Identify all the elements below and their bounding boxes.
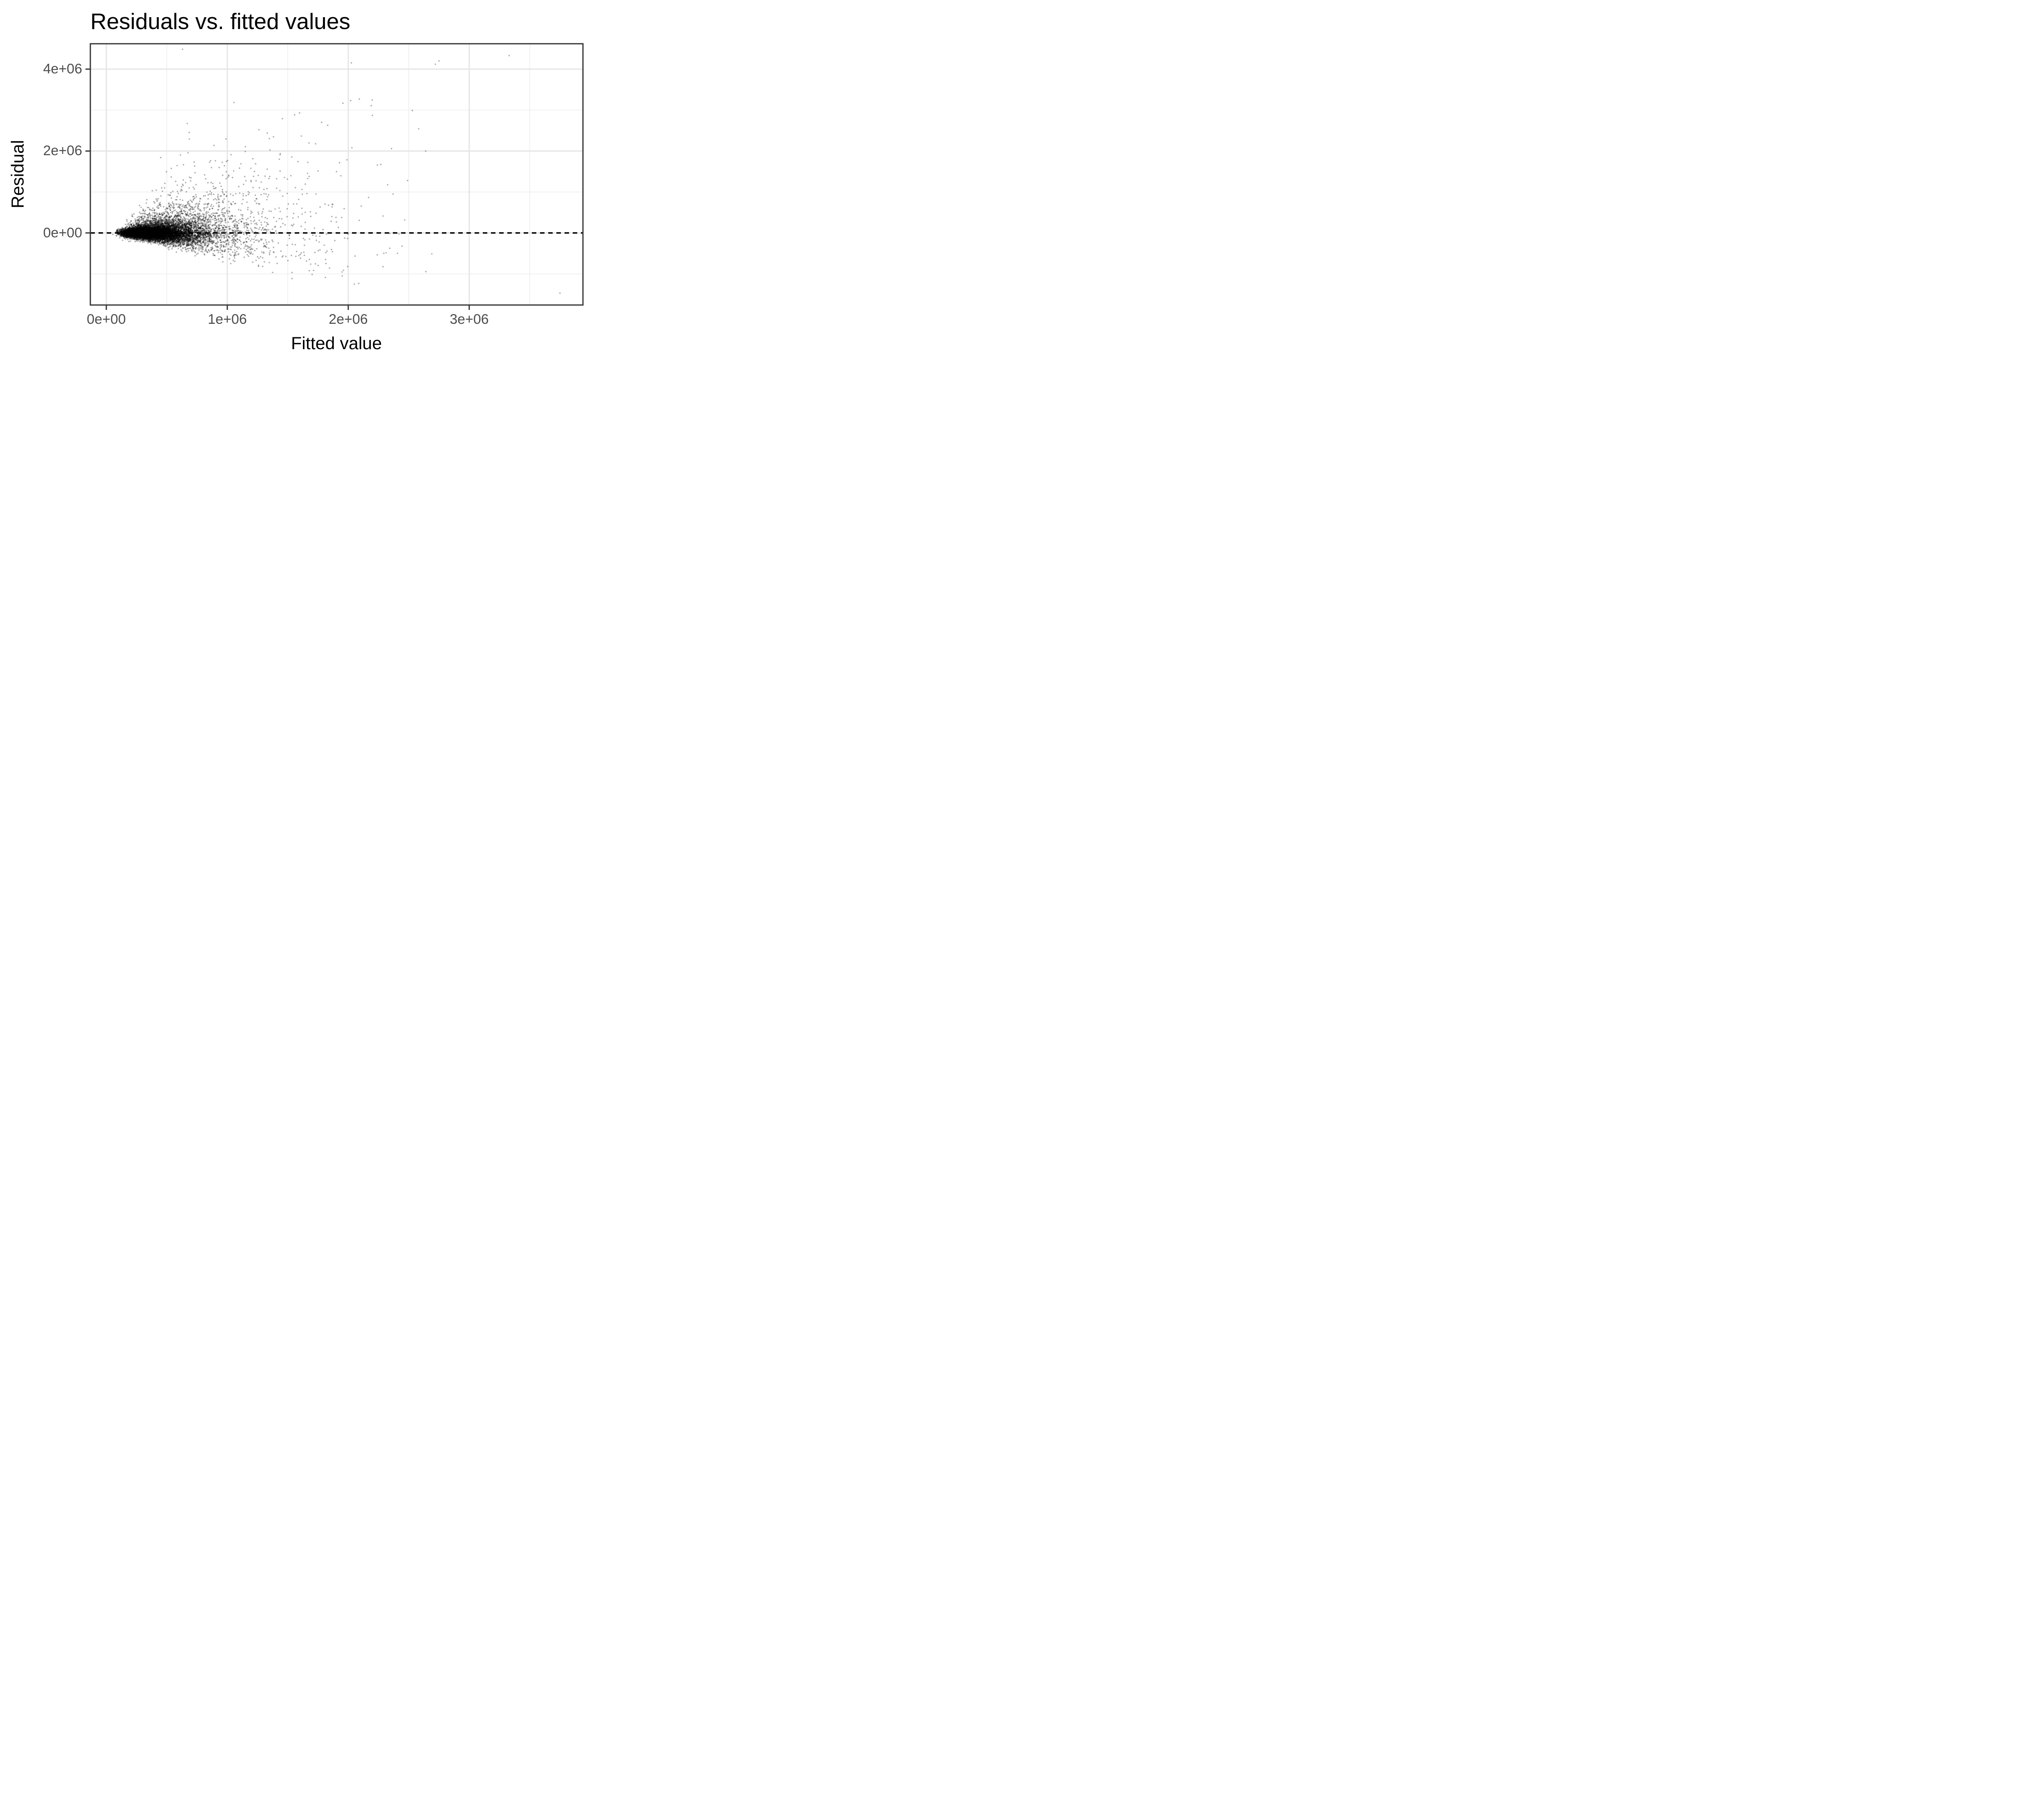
y-tick-label: 0e+00 [43,225,83,241]
x-tick-label: 0e+00 [87,312,126,327]
residuals-vs-fitted-chart: Residuals vs. fitted values Residual Fit… [0,0,589,364]
y-tick-label: 2e+06 [43,143,83,159]
y-tick-label: 4e+06 [43,61,83,77]
x-tick-label: 2e+06 [329,312,368,327]
x-tick-label: 3e+06 [450,312,489,327]
x-axis-title: Fitted value [291,334,382,353]
scatter-points [0,0,589,364]
y-axis-title: Residual [8,140,28,209]
x-tick-label: 1e+06 [208,312,247,327]
